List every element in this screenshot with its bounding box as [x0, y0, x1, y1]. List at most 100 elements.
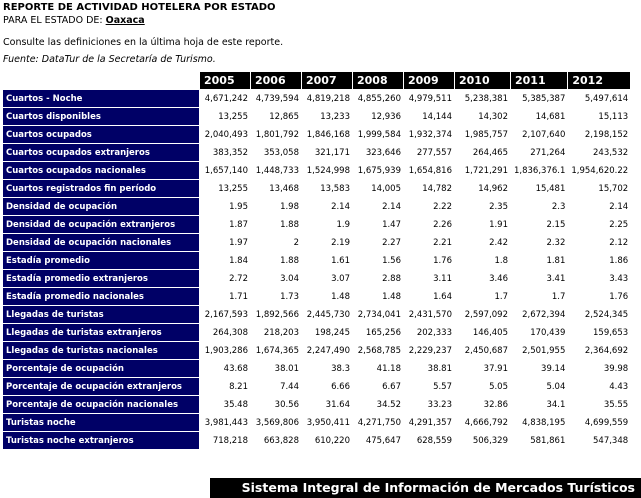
- table-cell: 3.07: [302, 270, 352, 287]
- year-header: 2012: [568, 72, 631, 89]
- table-cell: 33.23: [404, 396, 454, 413]
- table-cell: 14,782: [404, 180, 454, 197]
- table-row: Cuartos disponibles 13,255 12,865 13,233 12,…: [3, 108, 631, 125]
- year-header: 2008: [353, 72, 403, 89]
- table-cell: 1,675,939: [353, 162, 403, 179]
- table-cell: 4,739,594: [251, 90, 301, 107]
- table-cell: 5,385,387: [511, 90, 568, 107]
- table-cell: 1.64: [404, 288, 454, 305]
- hotel-activity-table: 2005 2006 2007 2008 2009 2010 2011 2012 Cuartos…: [2, 71, 632, 450]
- table-row: Porcentaje de ocupación nacionales 35.48 3…: [3, 396, 631, 413]
- table-cell: 31.64: [302, 396, 352, 413]
- table-cell: 1,903,286: [200, 342, 250, 359]
- table-cell: 1.81: [511, 252, 568, 269]
- table-cell: 1.7: [455, 288, 510, 305]
- table-cell: 1,654,816: [404, 162, 454, 179]
- table-cell: 37.91: [455, 360, 510, 377]
- table-cell: 4,271,750: [353, 414, 403, 431]
- row-label: Densidad de ocupación: [3, 198, 199, 215]
- table-cell: 1.7: [511, 288, 568, 305]
- table-cell: 475,647: [353, 432, 403, 449]
- table-cell: 243,532: [568, 144, 631, 161]
- table-cell: 2,445,730: [302, 306, 352, 323]
- table-cell: 38.3: [302, 360, 352, 377]
- table-cell: 13,468: [251, 180, 301, 197]
- table-cell: 1.88: [251, 216, 301, 233]
- table-cell: 1,448,733: [251, 162, 301, 179]
- table-cell: 35.48: [200, 396, 250, 413]
- table-cell: 3.11: [404, 270, 454, 287]
- table-cell: 1.87: [200, 216, 250, 233]
- table-cell: 14,005: [353, 180, 403, 197]
- row-label: Cuartos registrados fin período: [3, 180, 199, 197]
- table-cell: 35.55: [568, 396, 631, 413]
- row-label: Estadía promedio nacionales: [3, 288, 199, 305]
- table-cell: 5,497,614: [568, 90, 631, 107]
- table-cell: 271,264: [511, 144, 568, 161]
- table-cell: 15,481: [511, 180, 568, 197]
- table-cell: 7.44: [251, 378, 301, 395]
- table-cell: 14,681: [511, 108, 568, 125]
- table-cell: 2,734,041: [353, 306, 403, 323]
- table-cell: 170,439: [511, 324, 568, 341]
- table-cell: 2.27: [353, 234, 403, 251]
- state-link[interactable]: Oaxaca: [105, 15, 145, 26]
- year-header: 2005: [200, 72, 250, 89]
- table-cell: 2,364,692: [568, 342, 631, 359]
- table-cell: 12,865: [251, 108, 301, 125]
- row-label: Porcentaje de ocupación nacionales: [3, 396, 199, 413]
- row-label: Llegadas de turistas: [3, 306, 199, 323]
- table-cell: 4,838,195: [511, 414, 568, 431]
- table-cell: 4,666,792: [455, 414, 510, 431]
- table-cell: 2,040,493: [200, 126, 250, 143]
- row-label: Turistas noche: [3, 414, 199, 431]
- table-cell: 1.47: [353, 216, 403, 233]
- table-cell: 2.14: [353, 198, 403, 215]
- table-cell: 321,171: [302, 144, 352, 161]
- table-cell: 1,999,584: [353, 126, 403, 143]
- table-cell: 2.12: [568, 234, 631, 251]
- row-label: Densidad de ocupación extranjeros: [3, 216, 199, 233]
- table-cell: 15,113: [568, 108, 631, 125]
- table-cell: 2,167,593: [200, 306, 250, 323]
- table-row: Porcentaje de ocupación extranjeros 8.21 7…: [3, 378, 631, 395]
- table-cell: 663,828: [251, 432, 301, 449]
- table-cell: 198,245: [302, 324, 352, 341]
- table-cell: 14,144: [404, 108, 454, 125]
- table-cell: 1.8: [455, 252, 510, 269]
- table-cell: 6.67: [353, 378, 403, 395]
- subtitle-prefix: PARA EL ESTADO DE:: [3, 15, 103, 26]
- table-row: Cuartos ocupados 2,040,493 1,801,792 1,846,…: [3, 126, 631, 143]
- table-cell: 1.71: [200, 288, 250, 305]
- table-row: Estadía promedio 1.84 1.88 1.61 1.56 1.76 1.8 1…: [3, 252, 631, 269]
- table-cell: 547,348: [568, 432, 631, 449]
- table-cell: 5.57: [404, 378, 454, 395]
- row-label: Cuartos - Noche: [3, 90, 199, 107]
- table-cell: 1,985,757: [455, 126, 510, 143]
- table-cell: 2.3: [511, 198, 568, 215]
- table-cell: 13,255: [200, 180, 250, 197]
- table-cell: 2,198,152: [568, 126, 631, 143]
- table-cell: 165,256: [353, 324, 403, 341]
- table-body: Cuartos - Noche 4,671,242 4,739,594 4,819,2…: [3, 90, 631, 449]
- table-cell: 34.1: [511, 396, 568, 413]
- table-cell: 1.76: [404, 252, 454, 269]
- row-label: Cuartos ocupados nacionales: [3, 162, 199, 179]
- table-cell: 15,702: [568, 180, 631, 197]
- row-label: Llegadas de turistas nacionales: [3, 342, 199, 359]
- table-cell: 2.32: [511, 234, 568, 251]
- table-row: Cuartos ocupados extranjeros 383,352 353,0…: [3, 144, 631, 161]
- table-row: Porcentaje de ocupación 43.68 38.01 38.3 41.…: [3, 360, 631, 377]
- row-label: Estadía promedio: [3, 252, 199, 269]
- table-cell: 1,892,566: [251, 306, 301, 323]
- table-cell: 2.19: [302, 234, 352, 251]
- row-label: Cuartos ocupados extranjeros: [3, 144, 199, 161]
- header-corner: [3, 72, 199, 89]
- table-cell: 1.97: [200, 234, 250, 251]
- table-row: Llegadas de turistas nacionales 1,903,286…: [3, 342, 631, 359]
- table-row: Densidad de ocupación extranjeros 1.87 1.8…: [3, 216, 631, 233]
- table-cell: 628,559: [404, 432, 454, 449]
- table-cell: 1.98: [251, 198, 301, 215]
- table-cell: 1,954,620.22: [568, 162, 631, 179]
- table-cell: 4,291,357: [404, 414, 454, 431]
